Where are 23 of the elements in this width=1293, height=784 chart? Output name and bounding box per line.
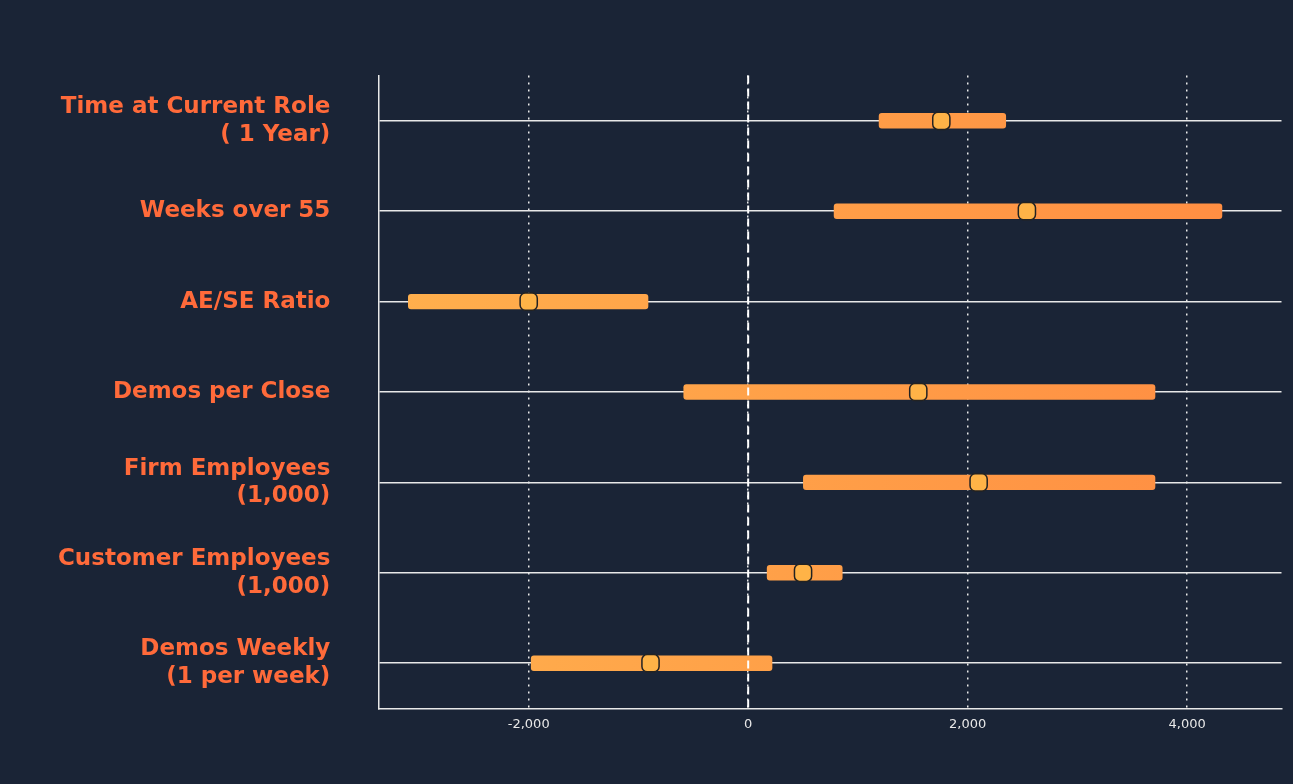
y-tick-label: AE/SE Ratio	[180, 286, 331, 313]
y-tick-label: Customer Employees (1,000)	[57, 543, 331, 598]
point	[641, 653, 660, 673]
y-tick-label: Demos per Close	[112, 376, 331, 403]
bar	[683, 384, 1156, 400]
point	[908, 382, 928, 402]
y-tick-label: Time at Current Role ( 1 Year)	[60, 91, 331, 146]
point	[519, 292, 539, 311]
bar	[803, 474, 1156, 491]
point	[931, 111, 951, 131]
y-tick-label: Demos Weekly (1 per week)	[140, 634, 331, 688]
y-tick-label: Firm Employees (1,000)	[123, 453, 331, 508]
x-tick-label: -2,000	[507, 715, 550, 731]
bar	[833, 203, 1223, 219]
x-tick-label: 0	[744, 715, 753, 731]
bar	[407, 293, 649, 310]
x-tick-label: 4,000	[1168, 715, 1206, 731]
y-tick-label: Weeks over 55	[139, 196, 331, 223]
bar	[530, 655, 773, 671]
point	[793, 563, 813, 583]
point	[969, 473, 988, 492]
point	[1017, 201, 1037, 221]
x-tick-label: 2,000	[949, 715, 987, 731]
